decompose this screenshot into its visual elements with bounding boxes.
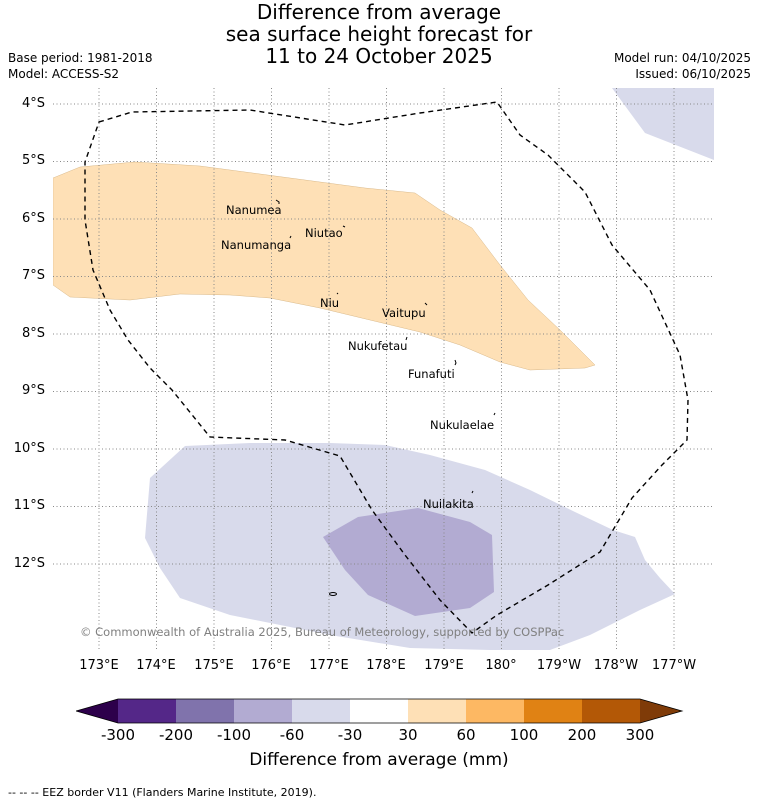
title-line-2: sea surface height forecast for	[225, 22, 533, 46]
anomaly-region-northeast	[612, 88, 714, 160]
anomaly-region-strong-negative	[323, 508, 494, 616]
colorbar-title: Difference from average (mm)	[249, 750, 509, 770]
colorbar-outline	[76, 698, 684, 724]
lat-label: 4°S	[21, 96, 45, 111]
island-label-niu: Niu	[320, 296, 340, 310]
eez-legend-note: -- -- -- EEZ border V11 (Flanders Marine…	[8, 786, 317, 799]
colorbar-segment	[234, 699, 292, 723]
island-label-nuilakita: Nuilakita	[423, 497, 474, 511]
colorbar-segment	[640, 699, 682, 723]
colorbar-tick: -100	[216, 726, 252, 744]
issued-date: Issued: 06/10/2025	[635, 67, 751, 81]
colorbar-segment	[76, 699, 118, 723]
lon-label: 177°E	[309, 658, 349, 673]
lat-label: 5°S	[21, 153, 45, 168]
lon-label: 179°W	[536, 658, 582, 673]
anomaly-region-positive	[53, 161, 596, 371]
colorbar-segment	[582, 699, 640, 723]
lon-label: 180°	[485, 658, 517, 673]
map-svg	[53, 88, 714, 650]
title-line-1: Difference from average	[256, 0, 502, 24]
model-name: Model: ACCESS-S2	[8, 67, 120, 81]
lat-label: 7°S	[21, 268, 45, 283]
colorbar-tick: -200	[158, 726, 194, 744]
lat-label: 8°S	[21, 326, 45, 341]
grid-lines	[53, 88, 714, 650]
colorbar-tick: 300	[625, 726, 655, 744]
island-label-nanumanga: Nanumanga	[221, 238, 292, 252]
colorbar	[76, 698, 684, 724]
title-line-3: 11 to 24 October 2025	[265, 44, 493, 68]
colorbar-segment	[292, 699, 350, 723]
colorbar-segment	[176, 699, 234, 723]
colorbar-tick: -30	[337, 726, 363, 744]
lon-label: 174°E	[136, 658, 176, 673]
lon-label: 178°W	[593, 658, 639, 673]
colorbar-tick: 60	[456, 726, 476, 744]
lat-label: 10°S	[13, 441, 45, 456]
lat-label: 6°S	[21, 211, 45, 226]
island-markers	[275, 199, 496, 596]
lon-label: 179°E	[424, 658, 464, 673]
island-label-vaitupu: Vaitupu	[382, 306, 426, 320]
colorbar-segment	[350, 699, 408, 723]
lon-label: 176°E	[251, 658, 291, 673]
colorbar-segment	[466, 699, 524, 723]
colorbar-segment	[408, 699, 466, 723]
lat-label: 12°S	[13, 556, 45, 571]
island-label-nukufetau: Nukufetau	[348, 339, 408, 353]
copyright-notice: © Commonwealth of Australia 2025, Bureau…	[80, 625, 565, 639]
lon-label: 177°W	[651, 658, 697, 673]
lat-label: 9°S	[21, 383, 45, 398]
lon-label: 178°E	[366, 658, 406, 673]
colorbar-tick: 30	[398, 726, 418, 744]
map-area	[53, 88, 714, 650]
colorbar-tick: 200	[567, 726, 597, 744]
lon-label: 173°E	[79, 658, 119, 673]
colorbar-tick: 100	[509, 726, 539, 744]
island-label-nukulaelae: Nukulaelae	[430, 418, 495, 432]
island-label-niutao: Niutao	[305, 226, 343, 240]
island-label-nanumea: Nanumea	[226, 203, 282, 217]
colorbar-segment	[118, 699, 176, 723]
base-period: Base period: 1981-2018	[8, 51, 153, 65]
lon-label: 175°E	[194, 658, 234, 673]
colorbar-tick: -300	[100, 726, 136, 744]
colorbar-tick: -60	[279, 726, 305, 744]
model-run: Model run: 04/10/2025	[613, 51, 751, 65]
island-label-funafuti: Funafuti	[408, 367, 455, 381]
colorbar-segment	[524, 699, 582, 723]
lat-label: 11°S	[13, 498, 45, 513]
